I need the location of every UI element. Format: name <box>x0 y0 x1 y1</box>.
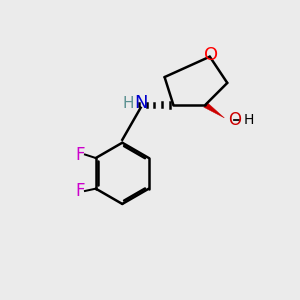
Text: O: O <box>228 111 241 129</box>
Text: O: O <box>204 46 218 64</box>
Text: H: H <box>122 96 134 111</box>
Text: H: H <box>243 113 254 127</box>
Text: F: F <box>76 146 86 164</box>
Text: F: F <box>76 182 86 200</box>
Text: N: N <box>134 94 147 112</box>
Polygon shape <box>204 102 224 118</box>
